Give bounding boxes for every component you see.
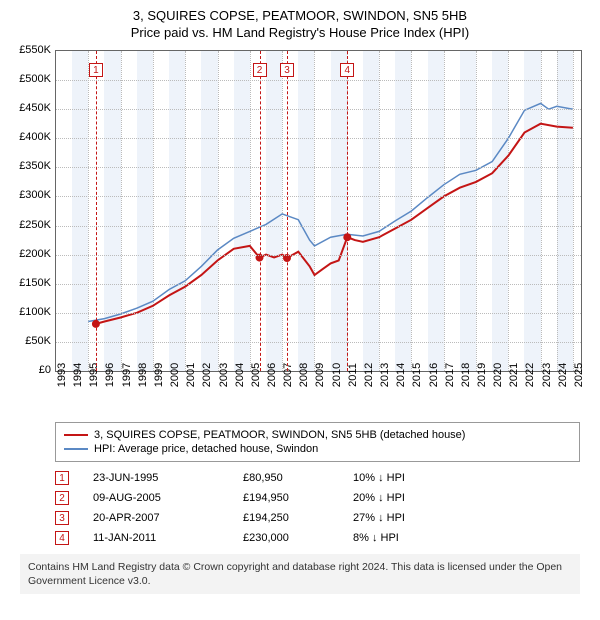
x-tick-label: 1997 [121,363,133,387]
event-number-box: 3 [55,511,69,525]
gridline-h [56,167,581,168]
event-price: £230,000 [243,532,353,544]
event-marker: 3 [280,63,294,77]
legend-swatch [64,434,88,436]
chart-area: 1993 1994 1995 1996 1997 1998 1999 2000 2001 2002… [0,44,600,414]
event-date: 09-AUG-2005 [93,492,243,504]
event-line [260,51,261,371]
x-tick-label: 2000 [169,363,181,387]
event-price: £194,950 [243,492,353,504]
gridline-h [56,80,581,81]
x-tick-label: 2008 [298,363,310,387]
events-row: 1 23-JUN-1995£80,95010% ↓ HPI [55,468,580,488]
x-tick-label: 1996 [104,363,116,387]
y-tick-label: £550K [3,44,51,56]
x-tick-label: 1993 [56,363,68,387]
series-line-hpi [88,103,573,321]
event-date: 11-JAN-2011 [93,532,243,544]
x-tick-label: 2009 [314,363,326,387]
y-tick-label: £200K [3,248,51,260]
x-tick-label: 2016 [428,363,440,387]
event-marker: 2 [253,63,267,77]
y-tick-label: £350K [3,160,51,172]
y-tick-label: £400K [3,131,51,143]
x-tick-label: 2018 [460,363,472,387]
x-tick-label: 2013 [379,363,391,387]
legend-swatch [64,448,88,450]
events-row: 3 20-APR-2007£194,25027% ↓ HPI [55,508,580,528]
event-number-box: 2 [55,491,69,505]
x-tick-label: 1998 [137,363,149,387]
y-tick-label: £300K [3,189,51,201]
plot-area: 1993199419951996199719981999200020012002… [55,50,582,372]
x-tick-label: 2001 [185,363,197,387]
y-tick-label: £450K [3,102,51,114]
x-tick-label: 2014 [395,363,407,387]
event-line [347,51,348,371]
x-tick-label: 2011 [347,363,359,387]
y-tick-label: £150K [3,277,51,289]
events-row: 2 09-AUG-2005£194,95020% ↓ HPI [55,488,580,508]
gridline-h [56,255,581,256]
gridline-h [56,138,581,139]
gridline-h [56,284,581,285]
gridline-h [56,342,581,343]
x-tick-label: 2021 [508,363,520,387]
event-price: £194,250 [243,512,353,524]
y-tick-label: £0 [3,364,51,376]
event-price: £80,950 [243,472,353,484]
y-tick-label: £50K [3,335,51,347]
x-tick-label: 2007 [282,363,294,387]
event-pct: 27% ↓ HPI [353,512,473,524]
gridline-h [56,226,581,227]
gridline-h [56,196,581,197]
event-date: 23-JUN-1995 [93,472,243,484]
x-tick-label: 2020 [492,363,504,387]
event-marker: 4 [340,63,354,77]
legend-item: 3, SQUIRES COPSE, PEATMOOR, SWINDON, SN5… [64,428,571,442]
event-line [96,51,97,371]
gridline-h [56,109,581,110]
x-tick-label: 2015 [411,363,423,387]
event-number-box: 4 [55,531,69,545]
legend: 3, SQUIRES COPSE, PEATMOOR, SWINDON, SN5… [55,422,580,462]
legend-label: HPI: Average price, detached house, Swin… [94,443,318,455]
events-table: 1 23-JUN-1995£80,95010% ↓ HPI 2 09-AUG-2005… [55,468,580,548]
x-tick-label: 2019 [476,363,488,387]
y-tick-label: £100K [3,306,51,318]
x-tick-label: 2006 [266,363,278,387]
y-tick-label: £250K [3,219,51,231]
gridline-h [56,313,581,314]
legend-item: HPI: Average price, detached house, Swin… [64,442,571,456]
x-tick-label: 2024 [557,363,569,387]
chart-subtitle: Price paid vs. HM Land Registry's House … [0,23,600,44]
event-date: 20-APR-2007 [93,512,243,524]
event-number-box: 1 [55,471,69,485]
y-tick-label: £500K [3,73,51,85]
event-marker: 1 [89,63,103,77]
copyright-note: Contains HM Land Registry data © Crown c… [20,554,580,594]
x-tick-label: 2012 [363,363,375,387]
chart-title: 3, SQUIRES COPSE, PEATMOOR, SWINDON, SN5… [0,0,600,23]
x-tick-label: 2025 [573,363,585,387]
x-tick-label: 2023 [541,363,553,387]
x-tick-label: 2004 [234,363,246,387]
x-tick-label: 2002 [201,363,213,387]
event-line [287,51,288,371]
x-tick-label: 1994 [72,363,84,387]
event-pct: 10% ↓ HPI [353,472,473,484]
chart-lines [56,51,581,371]
x-tick-label: 1995 [88,363,100,387]
x-tick-label: 2022 [524,363,536,387]
event-pct: 8% ↓ HPI [353,532,473,544]
legend-label: 3, SQUIRES COPSE, PEATMOOR, SWINDON, SN5… [94,429,465,441]
x-tick-label: 1999 [153,363,165,387]
series-line-property [96,124,573,324]
x-tick-label: 2010 [331,363,343,387]
x-tick-label: 2017 [444,363,456,387]
events-row: 4 11-JAN-2011£230,0008% ↓ HPI [55,528,580,548]
chart-container: 3, SQUIRES COPSE, PEATMOOR, SWINDON, SN5… [0,0,600,594]
event-pct: 20% ↓ HPI [353,492,473,504]
x-tick-label: 2003 [218,363,230,387]
